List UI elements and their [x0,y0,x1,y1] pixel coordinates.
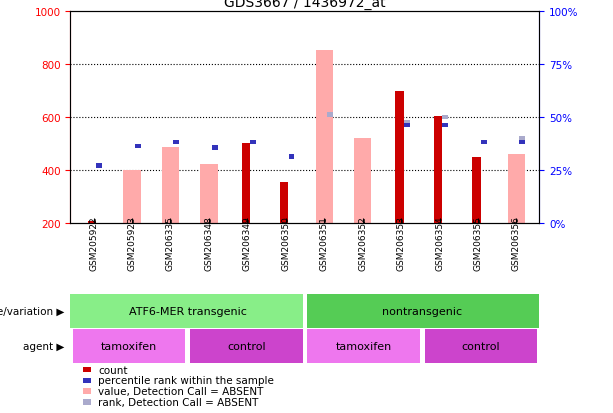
Text: control: control [227,342,265,351]
Text: nontransgenic: nontransgenic [382,306,462,316]
Bar [307,294,539,328]
Bar [242,144,250,223]
Bar [443,123,448,128]
Bar [316,50,333,223]
Bar [354,139,371,223]
Bar [123,170,140,223]
Bar [307,330,420,363]
Bar [190,330,303,363]
Bar [96,164,102,169]
Bar [519,140,525,145]
Text: genotype/variation ▶: genotype/variation ▶ [0,306,64,316]
Title: GDS3667 / 1436972_at: GDS3667 / 1436972_at [224,0,386,10]
Bar [443,115,448,120]
Bar [70,294,303,328]
Bar [519,136,525,141]
Text: ATF6-MER transgenic: ATF6-MER transgenic [129,306,246,316]
Text: tamoxifen: tamoxifen [335,342,392,351]
Bar [173,140,179,145]
Bar [434,116,442,223]
Text: count: count [98,365,128,375]
Bar [508,154,525,223]
Text: rank, Detection Call = ABSENT: rank, Detection Call = ABSENT [98,397,259,407]
Bar [425,330,537,363]
Bar [481,140,487,145]
Bar [200,165,218,223]
Bar [88,222,96,223]
Bar [135,144,140,149]
Bar [327,113,333,117]
Text: value, Detection Call = ABSENT: value, Detection Call = ABSENT [98,386,264,396]
Bar [162,148,179,223]
Bar [73,330,185,363]
Bar [211,146,218,151]
Text: control: control [462,342,500,351]
Bar [404,123,409,128]
Bar [404,121,409,125]
Bar [472,157,481,223]
Bar [250,140,256,145]
Bar [289,155,294,159]
Text: agent ▶: agent ▶ [23,342,64,351]
Bar [395,91,404,223]
Bar [280,182,289,223]
Text: tamoxifen: tamoxifen [101,342,158,351]
Text: percentile rank within the sample: percentile rank within the sample [98,375,274,385]
